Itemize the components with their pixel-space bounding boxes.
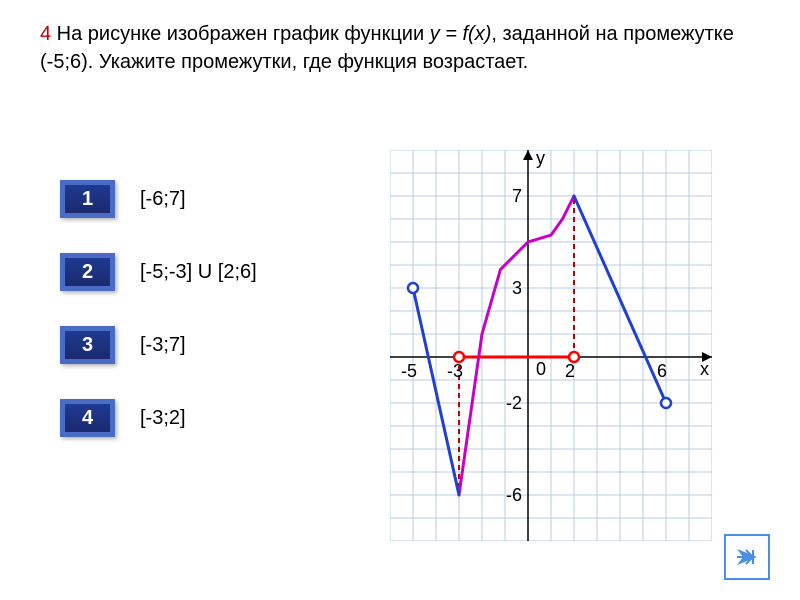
- answer-label-3: [-3;7]: [140, 334, 186, 357]
- question-func: y = f(x): [430, 23, 492, 45]
- answer-label-1: [-6;7]: [140, 188, 186, 211]
- answer-button-2[interactable]: 2: [60, 253, 115, 291]
- svg-text:y: y: [536, 150, 545, 168]
- answer-button-4[interactable]: 4: [60, 399, 115, 437]
- next-button[interactable]: [724, 534, 770, 580]
- question-prefix: На рисунке изображен график функции: [51, 23, 430, 45]
- answer-row: 4 [-3;2]: [60, 399, 257, 437]
- svg-text:-3: -3: [447, 361, 463, 381]
- svg-text:0: 0: [536, 359, 546, 379]
- answer-row: 2 [-5;-3] U [2;6]: [60, 253, 257, 291]
- answer-button-1[interactable]: 1: [60, 180, 115, 218]
- question-text: 4 На рисунке изображен график функции y …: [40, 20, 760, 76]
- arrow-right-icon: [733, 543, 761, 571]
- answer-num: 2: [82, 261, 93, 284]
- svg-text:3: 3: [512, 278, 522, 298]
- svg-text:-6: -6: [506, 485, 522, 505]
- answer-num: 1: [82, 188, 93, 211]
- answer-row: 1 [-6;7]: [60, 180, 257, 218]
- answer-label-4: [-3;2]: [140, 407, 186, 430]
- answer-num: 3: [82, 334, 93, 357]
- svg-text:x: x: [700, 359, 709, 379]
- chart: -5 -3 2 6 7 3 -2 -6 0 x y: [390, 150, 712, 546]
- question-number: 4: [40, 23, 51, 45]
- svg-text:7: 7: [512, 186, 522, 206]
- answer-button-3[interactable]: 3: [60, 326, 115, 364]
- chart-svg: -5 -3 2 6 7 3 -2 -6 0 x y: [390, 150, 712, 541]
- answers-block: 1 [-6;7] 2 [-5;-3] U [2;6] 3 [-3;7] 4 [-…: [60, 180, 257, 472]
- svg-text:6: 6: [657, 361, 667, 381]
- answer-label-2: [-5;-3] U [2;6]: [140, 261, 257, 284]
- svg-text:2: 2: [565, 361, 575, 381]
- svg-text:-2: -2: [506, 393, 522, 413]
- answer-row: 3 [-3;7]: [60, 326, 257, 364]
- svg-text:-5: -5: [401, 361, 417, 381]
- answer-num: 4: [82, 407, 93, 430]
